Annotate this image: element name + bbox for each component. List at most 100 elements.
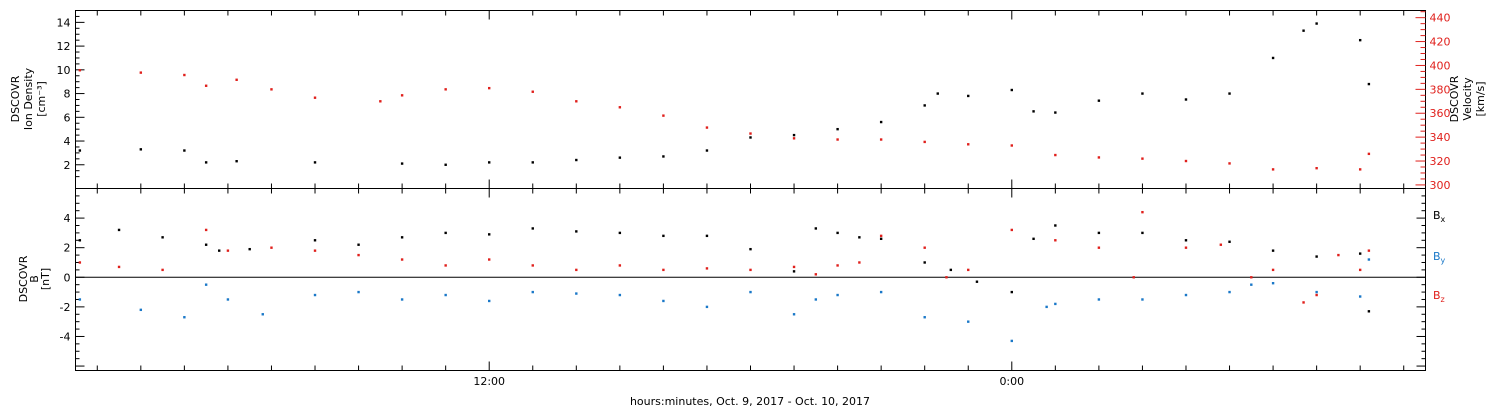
density-tick-label: 8 [64,88,71,101]
data-point [662,299,665,303]
data-point [1367,258,1371,261]
plasma-panel-frame [75,10,1426,189]
data-point [204,283,208,286]
data-point [705,149,709,152]
data-point [78,298,82,301]
data-points [78,22,1371,343]
data-point [1358,38,1362,42]
data-point [1302,301,1305,304]
data-point [967,320,970,323]
data-point [1032,237,1035,241]
data-point [1097,298,1101,301]
data-point [1315,290,1318,294]
data-point [1184,246,1188,249]
data-point [836,138,839,141]
data-point [618,293,622,297]
velocity-tick-label: 300 [1430,179,1451,192]
data-point [1184,239,1188,242]
data-point [531,161,534,164]
data-point [444,293,447,297]
data-point [248,247,251,251]
density-tick-label: 6 [64,111,71,124]
velocity-tick-label: 420 [1430,36,1451,49]
data-point [400,94,404,97]
data-point [1184,98,1188,101]
data-point [313,96,317,99]
data-point [792,133,796,137]
data-point [1045,305,1048,309]
density-label-line-1: DSCOVR [9,75,22,122]
data-point [836,293,839,297]
data-point [923,246,926,249]
data-point [575,158,578,162]
data-point [1358,168,1362,171]
x-tick-label: 12:00 [473,375,505,388]
data-point [444,88,447,91]
data-point [531,290,534,294]
density-label-line-2: Ion Density [22,67,35,130]
data-point [1054,153,1057,157]
data-point [575,100,578,103]
data-point [1302,29,1305,32]
data-point [1271,56,1275,60]
data-point [444,231,447,235]
data-point [1141,298,1144,301]
data-point [1315,293,1318,297]
data-point [161,268,164,272]
data-point [531,227,534,230]
data-point [313,239,317,242]
density-tick-label: 10 [57,64,71,77]
data-point [235,78,238,81]
data-point [1271,281,1275,285]
field-tick-label: 0 [64,271,71,284]
data-point [975,280,979,283]
density-label-line-3: [cm⁻³] [35,81,48,117]
data-point [618,231,622,235]
data-point [235,160,238,163]
data-point [488,161,491,164]
data-point [705,305,709,309]
data-point [488,258,491,261]
data-point [531,90,534,93]
data-point [488,86,491,90]
data-point [444,264,447,267]
density-tick-label: 2 [64,159,71,172]
data-point [836,231,839,235]
data-point [1367,249,1371,252]
data-point [879,120,883,124]
field-legend: Bx By Bz [1433,209,1446,304]
data-point [313,249,317,252]
data-point [1315,22,1318,25]
data-point [1141,157,1144,160]
data-point [78,239,82,242]
data-point [218,249,221,252]
field-tick-label: -4 [60,330,71,343]
data-point [531,264,534,267]
data-point [226,249,230,252]
data-point [575,292,578,295]
data-point [1228,92,1231,95]
data-point [936,92,939,95]
data-point [949,268,953,272]
data-point [858,236,861,239]
density-tick-label: 14 [57,16,71,29]
data-point [575,230,578,233]
data-point [662,234,665,238]
axis-tick-labels: 12:000:0012:0024681012143003203403603804… [57,12,1451,388]
data-point [139,71,143,74]
data-point [749,247,752,251]
velocity-label-line-1: DSCOVR [1448,75,1461,122]
data-point [1132,276,1135,279]
data-point [836,264,839,267]
data-point [1367,152,1371,156]
data-point [204,84,208,87]
data-point [879,290,883,294]
x-tick-label: 0:00 [999,375,1024,388]
legend-entry-z: Bz [1433,289,1445,304]
field-tick-label: 2 [64,242,71,255]
velocity-label-line-2: Velocity [1461,77,1474,121]
data-point [575,268,578,272]
data-point [705,234,709,238]
data-point [1010,290,1013,294]
